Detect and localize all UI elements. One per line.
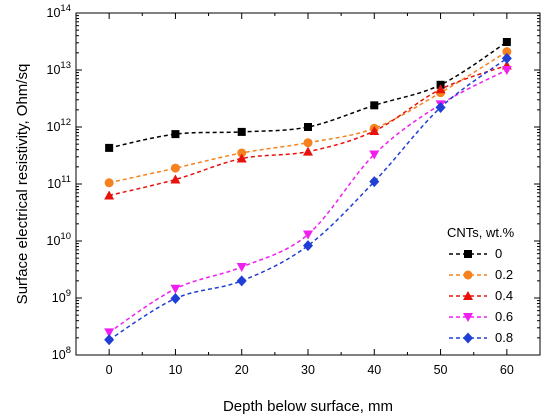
y-tick-label: 109 [52, 288, 71, 305]
data-point [237, 127, 246, 136]
data-point [501, 52, 512, 64]
series-0.4 [104, 60, 512, 200]
y-axis: 108 109 1010 1011 1012 1013 1014 [47, 3, 540, 362]
series-0.6 [104, 66, 512, 338]
series-0.8 [104, 52, 512, 346]
series-0.2 [104, 47, 512, 188]
data-point [170, 284, 181, 294]
data-point [369, 126, 380, 136]
x-axis-title: Depth below surface, mm [223, 398, 393, 415]
data-point [369, 150, 380, 160]
data-point [303, 240, 313, 252]
legend-label: 0.2 [495, 267, 513, 282]
x-tick-label: 50 [434, 363, 448, 377]
series-0 [105, 37, 511, 152]
data-point [104, 328, 115, 338]
legend-marker [463, 270, 473, 280]
y-tick-label: 1014 [47, 3, 71, 20]
legend-item: 0.2 [449, 267, 513, 282]
data-point [370, 101, 379, 110]
legend-label: 0.6 [495, 309, 513, 324]
x-tick-label: 30 [301, 363, 315, 377]
y-axis-title: Surface electrical resistivity, Ohm/sq [14, 64, 31, 305]
legend: CNTs, wt.% 0 0.2 0.4 0.6 0.8 [447, 225, 515, 345]
data-point [435, 101, 446, 113]
data-point [304, 123, 312, 131]
legend-item: 0.6 [449, 309, 513, 324]
x-tick-label: 40 [367, 363, 381, 377]
legend-item: 0.4 [449, 288, 513, 303]
data-point [303, 146, 313, 156]
data-point [170, 293, 181, 305]
legend-item: 0 [449, 246, 502, 261]
data-point [105, 143, 114, 152]
plot-frame [75, 12, 541, 356]
data-point [303, 230, 313, 240]
data-point [236, 262, 247, 272]
legend-label: 0.8 [495, 330, 513, 345]
series-line [108, 50, 508, 184]
data-point [237, 148, 247, 158]
data-point [502, 37, 511, 46]
series-layer [104, 37, 512, 346]
legend-label: 0 [495, 246, 502, 261]
data-point [236, 153, 247, 163]
data-point [104, 334, 115, 346]
legend-marker [464, 250, 472, 258]
x-tick-label: 0 [106, 363, 113, 377]
legend-marker [463, 291, 473, 300]
x-tick-label: 20 [235, 363, 249, 377]
data-point [170, 163, 180, 173]
x-tick-label: 10 [168, 363, 182, 377]
data-point [369, 176, 380, 188]
data-point [170, 174, 181, 184]
data-point [104, 178, 114, 188]
y-tick-label: 1013 [47, 60, 71, 77]
y-tick-label: 1012 [47, 117, 71, 134]
legend-item: 0.8 [449, 330, 513, 345]
series-line [108, 69, 508, 333]
legend-marker [463, 313, 473, 322]
legend-title: CNTs, wt.% [447, 225, 515, 240]
data-point [435, 84, 446, 94]
series-line [108, 41, 508, 149]
data-point [236, 275, 247, 287]
y-tick-label: 1011 [47, 174, 71, 191]
x-tick-label: 60 [500, 363, 514, 377]
legend-label: 0.4 [495, 288, 513, 303]
data-point [171, 130, 180, 139]
y-tick-label: 1010 [47, 231, 71, 248]
data-point [104, 190, 115, 200]
data-point [501, 66, 512, 75]
series-line [108, 57, 508, 341]
y-tick-label: 108 [52, 345, 71, 362]
legend-marker [463, 332, 473, 344]
x-axis: 0 10 20 30 40 50 60 [106, 13, 514, 377]
data-point [502, 47, 512, 57]
data-point [303, 138, 313, 148]
